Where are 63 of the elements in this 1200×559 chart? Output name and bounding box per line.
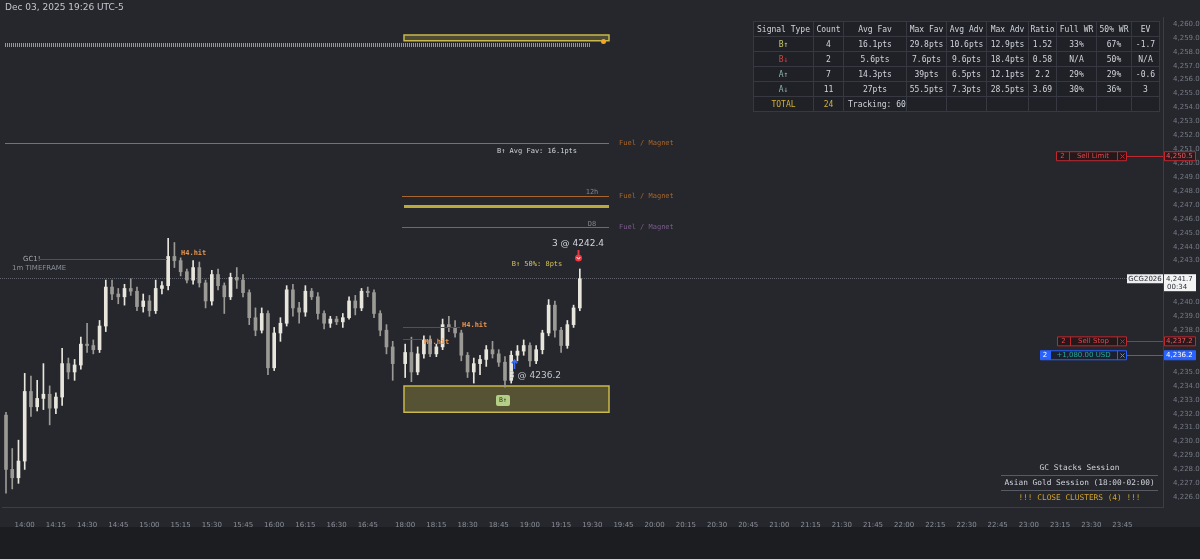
annotation: A↓ bbox=[753, 81, 814, 97]
candlestick bbox=[365, 286, 370, 298]
annotation: 3 @ 4236.2 bbox=[509, 370, 561, 381]
chart-title: Dec 03, 2025 19:26 UTC-5 bbox=[5, 2, 124, 13]
annotation: 14.3pts bbox=[843, 66, 907, 82]
candlestick bbox=[128, 278, 133, 296]
annotation: 50% WR bbox=[1096, 21, 1132, 37]
annotation: EV bbox=[1131, 21, 1160, 37]
annotation: 3 bbox=[1131, 81, 1160, 97]
annotation: 67% bbox=[1096, 36, 1132, 52]
annotation: 28.5pts bbox=[986, 81, 1029, 97]
annotation: Avg Adv bbox=[946, 21, 987, 37]
candlestick bbox=[10, 448, 15, 490]
annotation: 2 bbox=[813, 51, 844, 67]
annotation: 16.1pts bbox=[843, 36, 907, 52]
annotation: 9.6pts bbox=[946, 51, 987, 67]
annotation: 12.1pts bbox=[986, 66, 1029, 82]
candlestick bbox=[478, 354, 482, 376]
annotation: 6.5pts bbox=[946, 66, 987, 82]
annotation: 30% bbox=[1056, 81, 1097, 97]
annotation: Max Fav bbox=[906, 21, 947, 37]
annotation: 50% bbox=[1096, 51, 1132, 67]
annotation: 10.6pts bbox=[946, 36, 987, 52]
annotation: 7.3pts bbox=[946, 81, 987, 97]
annotation: 5.6pts bbox=[843, 51, 907, 67]
annotation: 12.9pts bbox=[986, 36, 1029, 52]
annotation: 11 bbox=[813, 81, 844, 97]
annotation: B↑ bbox=[753, 36, 814, 52]
annotation: Tracking: 60 bbox=[843, 96, 907, 112]
annotation: Max Adv bbox=[986, 21, 1029, 37]
candlestick bbox=[116, 288, 121, 305]
annotation: 1.52 bbox=[1028, 36, 1057, 52]
annotation: 3.69 bbox=[1028, 81, 1057, 97]
annotation: 7.6pts bbox=[906, 51, 947, 67]
annotation: Signal Type bbox=[753, 21, 814, 37]
annotation: 27pts bbox=[843, 81, 907, 97]
annotation: 24 bbox=[813, 96, 844, 112]
annotation: 55.5pts bbox=[906, 81, 947, 97]
annotation: 0.58 bbox=[1028, 51, 1057, 67]
annotation: -1.7 bbox=[1131, 36, 1160, 52]
annotation: Avg Fav bbox=[843, 21, 907, 37]
annotation: A↑ bbox=[753, 66, 814, 82]
annotation: 29.8pts bbox=[906, 36, 947, 52]
annotation: 29% bbox=[1096, 66, 1132, 82]
annotation: 7 bbox=[813, 66, 844, 82]
annotation: 33% bbox=[1056, 36, 1097, 52]
annotation: 36% bbox=[1096, 81, 1132, 97]
annotation: 2.2 bbox=[1028, 66, 1057, 82]
candlestick bbox=[234, 267, 239, 289]
annotation: 29% bbox=[1056, 66, 1097, 82]
annotation: 4 bbox=[813, 36, 844, 52]
candlestick bbox=[85, 322, 89, 353]
annotation: TOTAL bbox=[753, 96, 814, 112]
annotation: Full WR bbox=[1056, 21, 1097, 37]
annotation: 18.4pts bbox=[986, 51, 1029, 67]
annotation: Ratio bbox=[1028, 21, 1057, 37]
annotation: 3 @ 4242.4 bbox=[552, 238, 605, 249]
annotation: N/A bbox=[1056, 51, 1097, 67]
annotation: B↓ bbox=[753, 51, 814, 67]
annotation: -0.6 bbox=[1131, 66, 1160, 82]
annotation: 39pts bbox=[906, 66, 947, 82]
annotation: N/A bbox=[1131, 51, 1160, 67]
annotation: Count bbox=[813, 21, 844, 37]
